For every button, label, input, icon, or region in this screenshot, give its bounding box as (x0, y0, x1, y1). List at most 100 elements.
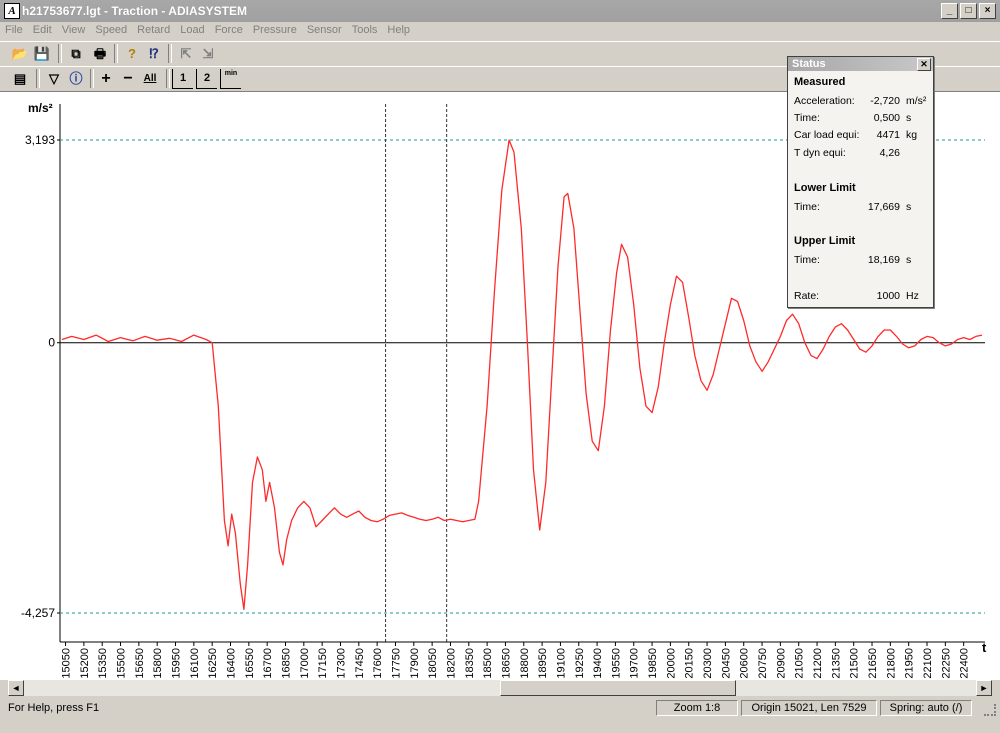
x-tick-label: 22400 (959, 648, 971, 679)
x-tick-label: 17450 (354, 648, 366, 679)
minimum-icon[interactable]: min (220, 69, 241, 89)
acceleration-chart[interactable]: m/s² t 3,193 0 -4,257 15050 15200 15350 15500 1… (0, 92, 1000, 680)
menu-speed[interactable]: Speed (95, 24, 128, 36)
x-tick-label: 15350 (97, 648, 109, 679)
x-tick-label: 20450 (720, 648, 732, 679)
marker-1-icon[interactable]: 1 (172, 69, 193, 89)
menu-pressure[interactable]: Pressure (252, 24, 297, 36)
properties-icon[interactable]: ▤ (13, 71, 27, 86)
x-tick-label: 19700 (629, 648, 641, 679)
menu-view[interactable]: View (61, 24, 86, 36)
x-tick-label: 17000 (299, 648, 311, 679)
x-tick-label: 19100 (555, 648, 567, 679)
zoom-in-plus-icon[interactable]: + (101, 70, 111, 87)
upper-time-label: Time: (794, 254, 820, 266)
time-unit: s (906, 112, 912, 124)
import-icon[interactable]: ⇱ (180, 46, 192, 61)
x-tick-label: 20300 (702, 648, 714, 679)
x-tick-label: 16850 (280, 648, 292, 679)
x-tick-label: 19550 (610, 648, 622, 679)
spring-indicator: Spring: auto (/) (880, 700, 972, 716)
menu-file[interactable]: File (5, 24, 23, 36)
lower-time-label: Time: (794, 201, 820, 213)
x-tick-label: 16700 (262, 648, 274, 679)
title-bar: A h21753677.lgt - Traction - ADIASYSTEM … (0, 0, 1000, 23)
save-disk-icon[interactable]: 💾 (33, 46, 51, 61)
minimize-button[interactable]: _ (941, 3, 958, 19)
upper-time-value: 18,169 (867, 254, 900, 266)
export-icon[interactable]: ⇲ (202, 46, 214, 61)
help-hint: For Help, press F1 (8, 702, 100, 714)
x-tick-label: 15500 (116, 648, 128, 679)
menu-help[interactable]: Help (387, 24, 411, 36)
x-tick-label: 18350 (464, 648, 476, 679)
menu-load[interactable]: Load (180, 24, 205, 36)
acceleration-series-line (61, 139, 983, 611)
x-tick-label: 20000 (665, 648, 677, 679)
upper-time-unit: s (906, 254, 912, 266)
scroll-right-button[interactable]: ► (976, 680, 992, 696)
x-tick-label: 18950 (537, 648, 549, 679)
x-tick-label: 18650 (500, 648, 512, 679)
chart-area[interactable]: m/s² t 3,193 0 -4,257 15050 15200 15350 15500 1… (0, 91, 1000, 680)
scroll-left-button[interactable]: ◄ (8, 680, 24, 696)
open-folder-icon[interactable]: 📂 (11, 46, 29, 61)
status-panel-close-button[interactable]: ✕ (917, 58, 931, 71)
app-icon[interactable]: A (4, 3, 20, 19)
context-help-icon[interactable]: ⁉ (149, 46, 159, 61)
x-tick-label: 20150 (684, 648, 696, 679)
info-icon[interactable]: ⓘ (69, 71, 83, 86)
menu-edit[interactable]: Edit (32, 24, 52, 36)
x-tick-label: 15200 (79, 648, 91, 679)
car-load-label: Car load equi: (794, 129, 860, 141)
acceleration-unit: m/s² (906, 95, 927, 107)
x-tick-label: 15950 (171, 648, 183, 679)
x-tick-label: 21950 (904, 648, 916, 679)
zoom-indicator: Zoom 1:8 (656, 700, 738, 716)
car-load-unit: kg (906, 129, 918, 141)
maximize-button[interactable]: □ (960, 3, 977, 19)
y-tick-label: 0 (48, 336, 55, 350)
menu-tools[interactable]: Tools (351, 24, 378, 36)
scroll-thumb[interactable] (500, 680, 736, 696)
x-tick-label: 21050 (794, 648, 806, 679)
status-bar: For Help, press F1 Zoom 1:8 Origin 15021… (0, 698, 1000, 718)
print-icon[interactable]: 🖶 (93, 46, 107, 61)
x-tick-label: 21800 (885, 648, 897, 679)
close-button[interactable]: × (979, 3, 996, 19)
menu-force[interactable]: Force (214, 24, 243, 36)
x-tick-label: 20750 (757, 648, 769, 679)
resize-grip-icon[interactable] (984, 704, 996, 716)
status-panel-titlebar[interactable]: Status ✕ (788, 57, 933, 71)
menu-sensor[interactable]: Sensor (306, 24, 342, 36)
x-tick-label: 20600 (739, 648, 751, 679)
rate-value: 1000 (876, 290, 900, 302)
x-tick-label: 17150 (317, 648, 329, 679)
time-value: 0,500 (873, 112, 900, 124)
time-label: Time: (794, 112, 820, 124)
x-tick-label: 17600 (372, 648, 384, 679)
lower-time-unit: s (906, 201, 912, 213)
origin-indicator: Origin 15021, Len 7529 (741, 700, 877, 716)
x-tick-label: 18050 (427, 648, 439, 679)
y-tick-label: 3,193 (25, 133, 55, 147)
x-tick-label: 19400 (592, 648, 604, 679)
lower-time-value: 17,669 (867, 201, 900, 213)
x-tick-label: 18500 (482, 648, 494, 679)
menu-retard[interactable]: Retard (137, 24, 171, 36)
acceleration-value: -2,720 (870, 95, 900, 107)
acceleration-label: Acceleration: (794, 95, 855, 107)
window-title: h21753677.lgt - Traction - ADIASYSTEM (22, 4, 247, 18)
help-question-icon[interactable]: ? (128, 46, 136, 61)
status-panel-title: Status (792, 58, 826, 70)
x-tick-label: 16100 (189, 648, 201, 679)
y-tick-label: -4,257 (21, 606, 55, 620)
marker-2-icon[interactable]: 2 (196, 69, 217, 89)
x-axis-label: t (982, 640, 987, 655)
horizontal-scrollbar[interactable]: ◄ ► (8, 680, 992, 696)
filter-icon[interactable]: ▽ (49, 71, 59, 86)
x-tick-label: 21500 (849, 648, 861, 679)
zoom-out-minus-icon[interactable]: − (123, 70, 133, 87)
zoom-all-icon[interactable]: All (143, 73, 157, 84)
copy-icon[interactable]: ⧉ (71, 46, 81, 61)
